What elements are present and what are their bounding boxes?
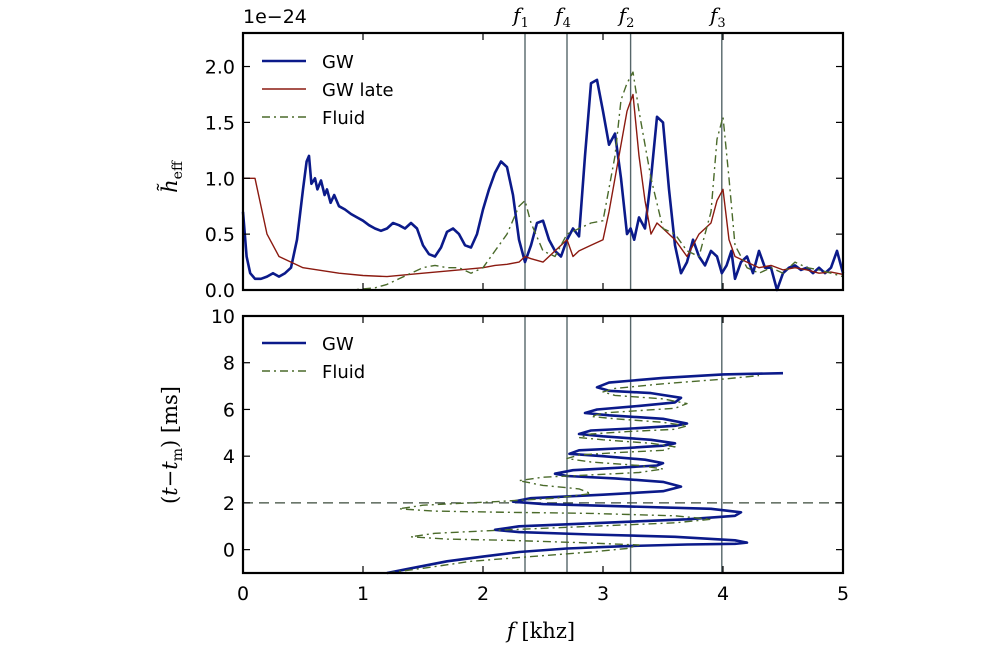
eff-subscript: eff <box>170 160 186 179</box>
bottom-ytick-label: 10 <box>211 306 235 328</box>
top-plot-frame <box>241 31 845 292</box>
bottom-xtick-label: 4 <box>717 583 729 605</box>
top-ytick-label: 0.0 <box>205 280 235 302</box>
bottom-y-axis-label-text: (t−tm) [ms] <box>158 386 186 504</box>
bottom-ytick-label: 0 <box>223 540 235 562</box>
bottom-xtick-label: 5 <box>837 583 849 605</box>
bottom-xtick-label: 1 <box>357 583 369 605</box>
top-ytick-label: 0.5 <box>205 224 235 246</box>
top-frequency-markers <box>524 33 723 290</box>
bottom-y-axis-label: (t−tm) [ms] <box>158 386 186 504</box>
top-series-gw-late <box>243 93 844 278</box>
label-f1: f1 <box>511 3 529 31</box>
top-legend-label-gw: GW <box>322 52 354 73</box>
h-tilde: h̃ <box>157 179 182 193</box>
bottom-series-group <box>386 371 784 575</box>
bottom-frequency-markers <box>524 316 723 573</box>
frequency-labels: f1 f4 f2 f3 <box>511 3 725 31</box>
top-ytick-label: 1.0 <box>205 168 235 190</box>
top-ytick-label: 2.0 <box>205 57 235 79</box>
bottom-xtick-label: 3 <box>597 583 609 605</box>
top-y-axis-label: h̃eff <box>157 160 186 193</box>
bottom-plot-frame <box>241 314 845 575</box>
top-y-axis-label-text: h̃eff <box>157 160 186 193</box>
top-axis-ticks: 0.0 0.5 1.0 1.5 2.0 <box>205 33 844 302</box>
bottom-legend-label-gw: GW <box>322 334 354 355</box>
label-f4: f4 <box>553 3 571 31</box>
bottom-xtick-label: 0 <box>237 583 249 605</box>
bottom-series-gw <box>386 371 784 575</box>
bottom-x-axis-label: f [khz] <box>505 619 575 643</box>
bottom-ytick-label: 8 <box>223 353 235 375</box>
top-series-gw <box>241 78 845 292</box>
bottom-ytick-label: 2 <box>223 493 235 515</box>
bottom-axis-ticks: 0 1 2 3 4 5 0 2 4 6 8 10 <box>211 306 849 605</box>
top-ytick-label: 1.5 <box>205 112 235 134</box>
bottom-ytick-label: 6 <box>223 399 235 421</box>
top-series-fluid <box>327 71 844 291</box>
top-legend: GW GW late Fluid <box>262 52 394 129</box>
top-panel: 0.0 0.5 1.0 1.5 2.0 1e−24 h̃eff GW GW late Flu… <box>157 3 845 302</box>
x-axis-label-text: f [khz] <box>505 619 575 643</box>
bottom-panel: 0 1 2 3 4 5 0 2 4 6 8 10 (t−tm) [ms] f [khz] GW Flui… <box>158 306 849 643</box>
top-legend-label-gw-late: GW late <box>322 80 394 101</box>
label-f2: f2 <box>617 3 635 31</box>
y-offset-label: 1e−24 <box>243 6 307 28</box>
bottom-xtick-label: 2 <box>477 583 489 605</box>
bottom-legend-label-fluid: Fluid <box>322 362 365 383</box>
top-legend-label-fluid: Fluid <box>322 108 365 129</box>
label-f3: f3 <box>708 3 726 31</box>
top-series-group <box>241 71 845 292</box>
bottom-legend: GW Fluid <box>262 334 365 383</box>
bottom-ytick-label: 4 <box>223 446 235 468</box>
